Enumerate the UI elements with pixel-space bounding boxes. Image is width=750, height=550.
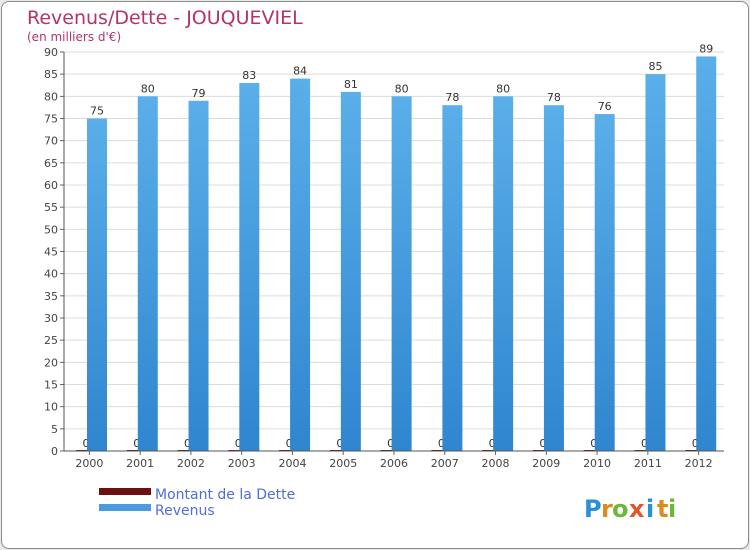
legend-label-dette: Montant de la Dette <box>155 487 295 503</box>
data-label-dette: 0 <box>692 437 699 450</box>
bar-revenus <box>442 105 463 451</box>
legend-swatch-dette <box>99 488 151 495</box>
bar-revenus <box>340 91 361 452</box>
bar-revenus <box>87 118 107 451</box>
data-label-dette: 0 <box>235 437 242 450</box>
y-tick-label: 55 <box>44 201 58 214</box>
y-tick-label: 35 <box>44 290 58 303</box>
bars-layer: 0 75 0 80 0 79 0 83 0 84 0 81 0 80 0 78 0 80 0 78 0 76 0 85 0 89 <box>76 42 717 452</box>
data-label-revenus: 84 <box>293 65 307 78</box>
bar-revenus <box>188 100 209 452</box>
logo-letter: i <box>668 495 676 523</box>
bar-revenus <box>594 114 615 452</box>
x-tick-label: 2001 <box>126 457 154 470</box>
y-tick-label: 20 <box>44 356 58 369</box>
bar-revenus <box>391 96 412 451</box>
y-tick-label: 60 <box>44 179 58 192</box>
data-label-revenus: 75 <box>90 105 104 118</box>
data-label-dette: 0 <box>539 437 546 450</box>
x-tick-label: 2009 <box>532 457 560 470</box>
data-label-revenus: 78 <box>445 91 459 104</box>
legend: Montant de la Dette Revenus <box>99 487 295 519</box>
legend-label-revenus: Revenus <box>155 503 215 519</box>
bar-revenus <box>239 83 260 452</box>
data-label-revenus: 79 <box>192 87 206 100</box>
y-tick-label: 5 <box>51 423 58 436</box>
chart-subtitle: (en milliers d'€) <box>27 30 121 44</box>
y-tick-label: 80 <box>44 90 58 103</box>
y-tick-label: 65 <box>44 157 58 170</box>
data-label-dette: 0 <box>286 437 293 450</box>
data-label-revenus: 89 <box>699 42 713 55</box>
data-label-dette: 0 <box>184 437 191 450</box>
data-label-revenus: 80 <box>141 82 155 95</box>
data-label-dette: 0 <box>83 437 90 450</box>
data-label-dette: 0 <box>590 437 597 450</box>
y-tick-label: 25 <box>44 334 58 347</box>
x-tick-label: 2006 <box>380 457 408 470</box>
logo-letter: r <box>601 495 613 523</box>
data-label-dette: 0 <box>387 437 394 450</box>
logo-letter: t <box>657 495 668 523</box>
x-tick-label: 2003 <box>228 457 256 470</box>
x-tick-label: 2002 <box>177 457 205 470</box>
y-tick-label: 45 <box>44 246 58 259</box>
logo-letter: o <box>612 495 629 523</box>
bar-revenus <box>543 105 564 451</box>
bar-revenus <box>696 56 717 451</box>
data-label-revenus: 78 <box>547 91 561 104</box>
y-tick-label: 75 <box>44 113 58 126</box>
x-tick-label: 2011 <box>634 457 662 470</box>
data-label-revenus: 80 <box>395 82 409 95</box>
y-tick-label: 30 <box>44 312 58 325</box>
y-tick-label: 90 <box>44 46 58 59</box>
y-tick-label: 0 <box>51 445 58 458</box>
data-label-dette: 0 <box>489 437 496 450</box>
legend-swatch-revenus <box>99 504 151 511</box>
data-label-revenus: 76 <box>598 100 612 113</box>
x-tick-label: 2005 <box>329 457 357 470</box>
x-tick-label: 2007 <box>431 457 459 470</box>
x-tick-label: 2012 <box>685 457 713 470</box>
bar-revenus <box>290 78 311 451</box>
x-tick-label: 2004 <box>278 457 306 470</box>
data-label-dette: 0 <box>438 437 445 450</box>
bar-revenus <box>493 96 514 451</box>
y-tick-label: 15 <box>44 379 58 392</box>
x-tick-label: 2010 <box>583 457 611 470</box>
y-tick-label: 10 <box>44 401 58 414</box>
x-tick-label: 2000 <box>75 457 103 470</box>
data-label-dette: 0 <box>133 437 140 450</box>
data-label-revenus: 80 <box>496 82 510 95</box>
logo-letter: i <box>646 495 654 523</box>
bar-revenus <box>137 96 158 451</box>
logo-letter: x <box>629 495 645 523</box>
logo-letter: P <box>584 495 602 523</box>
data-label-revenus: 81 <box>344 78 358 91</box>
data-label-revenus: 85 <box>648 60 662 73</box>
x-tick-label: 2008 <box>482 457 510 470</box>
y-tick-label: 50 <box>44 223 58 236</box>
data-label-dette: 0 <box>336 437 343 450</box>
data-label-revenus: 83 <box>242 69 256 82</box>
chart-title: Revenus/Dette - JOUQUEVIEL <box>27 7 303 29</box>
axes: 0 5 10 15 20 25 30 35 40 45 50 55 60 65 70 75 80 85 90 2000… <box>44 46 724 470</box>
bar-revenus <box>645 74 666 452</box>
y-tick-label: 85 <box>44 68 58 81</box>
y-tick-label: 70 <box>44 135 58 148</box>
y-tick-label: 40 <box>44 268 58 281</box>
data-label-dette: 0 <box>641 437 648 450</box>
